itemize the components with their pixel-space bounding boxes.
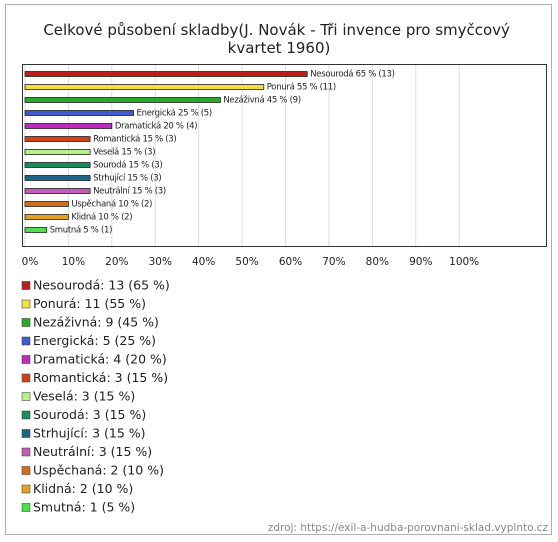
legend-label: Smutná: 1 (5 %)	[33, 500, 135, 515]
bar	[24, 188, 91, 194]
bar	[24, 149, 91, 155]
legend-swatch	[21, 484, 31, 494]
x-tick-label: 50%	[235, 256, 258, 268]
data-label: Energická 25 % (5)	[137, 109, 212, 119]
legend-label: Strhující: 3 (15 %)	[33, 426, 146, 441]
source: zdroj: https://exil-a-hudba-porovnani-sk…	[268, 522, 549, 534]
legend-swatch	[21, 392, 31, 401]
legend-swatch	[21, 410, 31, 420]
data-label: Uspěchaná 10 % (2)	[71, 200, 152, 210]
legend-label: Romantická: 3 (15 %)	[33, 370, 168, 385]
data-label: Veselá 15 % (3)	[93, 148, 155, 158]
legend-swatch	[21, 373, 31, 383]
bar	[24, 110, 134, 116]
bar	[24, 123, 113, 129]
bar	[24, 97, 221, 103]
legend-swatch	[21, 318, 31, 327]
bar	[24, 71, 308, 77]
legend-label: Neutrální: 3 (15 %)	[33, 444, 152, 459]
bar	[24, 214, 69, 220]
legend-label: Veselá: 3 (15 %)	[33, 389, 135, 404]
x-tick-label: 0%	[22, 256, 39, 268]
legend-swatch	[21, 503, 31, 512]
x-tick-label: 100%	[449, 256, 479, 268]
x-tick-label: 10%	[62, 256, 85, 268]
x-tick-label: 40%	[192, 256, 215, 268]
legend-swatch	[21, 466, 31, 475]
bar	[24, 227, 48, 233]
x-tick-label: 20%	[105, 256, 128, 268]
bar	[24, 162, 91, 168]
legend-swatch	[21, 299, 31, 309]
legend-label: Ponurá: 11 (55 %)	[33, 296, 146, 311]
legend-swatch	[21, 281, 31, 290]
x-tick-label: 60%	[279, 256, 302, 268]
legend-label: Klidná: 2 (10 %)	[33, 481, 133, 496]
legend-swatch	[21, 447, 31, 457]
data-label: Ponurá 55 % (11)	[267, 83, 336, 93]
legend-label: Sourodá: 3 (15 %)	[33, 407, 146, 422]
data-label: Smutná 5 % (1)	[50, 226, 112, 236]
bar	[24, 201, 69, 207]
legend-label: Uspěchaná: 2 (10 %)	[33, 463, 164, 478]
data-label: Strhující 15 % (3)	[93, 174, 161, 184]
legend-label: Nesourodá: 13 (65 %)	[33, 278, 170, 293]
x-tick-label: 30%	[149, 256, 172, 268]
legend-label: Dramatická: 4 (20 %)	[33, 352, 167, 367]
legend-swatch	[21, 355, 31, 364]
data-label: Sourodá 15 % (3)	[93, 161, 162, 171]
legend-label: Nezáživná: 9 (45 %)	[33, 315, 159, 330]
x-tick-label: 80%	[366, 256, 389, 268]
legend-swatch	[21, 336, 31, 346]
data-label: Neutrální 15 % (3)	[93, 187, 166, 197]
legend-swatch	[21, 429, 31, 438]
x-tick-label: 90%	[409, 256, 432, 268]
chart-title: Celkové působení skladby(J. Novák - Tři …	[43, 21, 514, 57]
bar	[24, 136, 91, 142]
data-label: Nezáživná 45 % (9)	[223, 96, 300, 106]
data-label: Romantická 15 % (3)	[93, 135, 176, 145]
data-label: Klidná 10 % (2)	[71, 213, 132, 223]
bar	[24, 175, 91, 181]
legend-label: Energická: 5 (25 %)	[33, 333, 156, 348]
data-label: Nesourodá 65 % (13)	[310, 70, 394, 80]
x-tick-label: 70%	[322, 256, 345, 268]
bar	[24, 84, 265, 90]
data-label: Dramatická 20 % (4)	[115, 122, 197, 132]
